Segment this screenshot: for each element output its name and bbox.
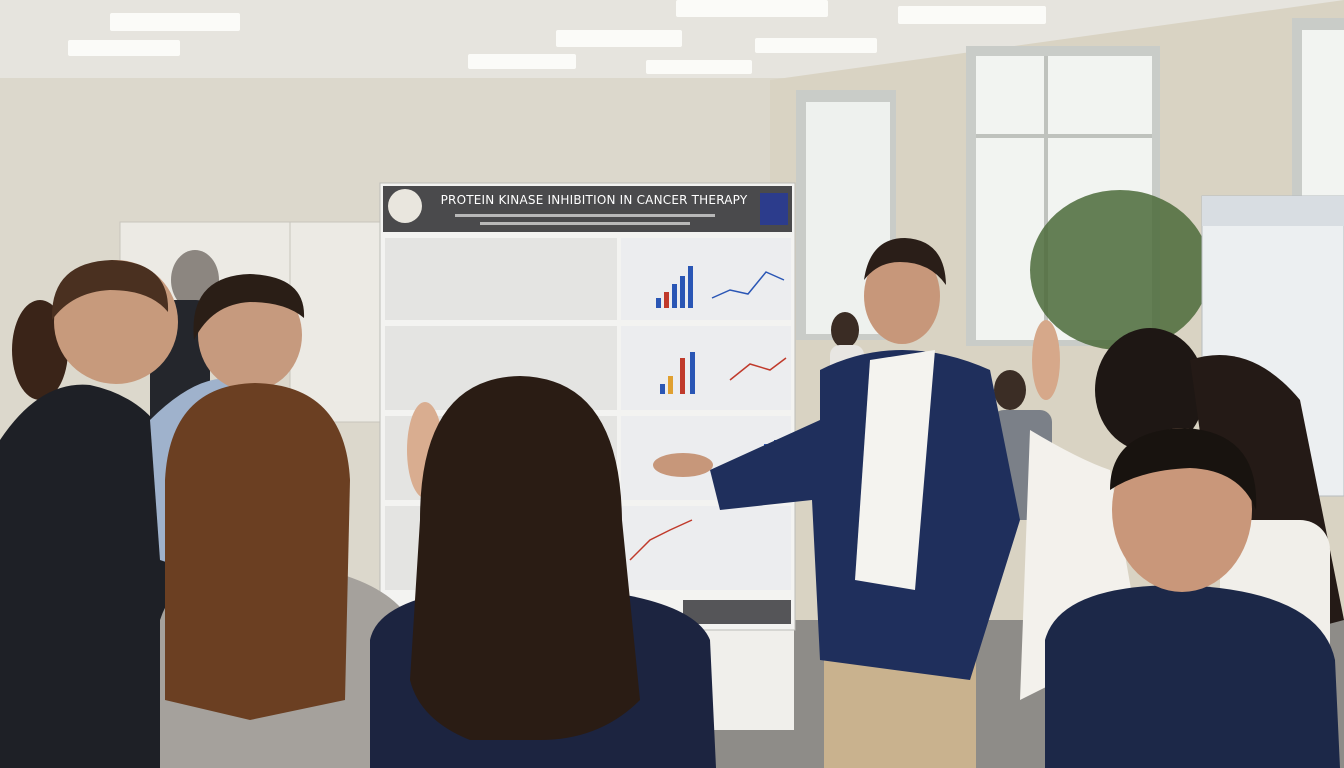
presenter-hair <box>864 238 946 285</box>
person-hair <box>193 274 305 340</box>
ceiling-light <box>676 0 828 17</box>
presenter-head <box>864 248 940 344</box>
poster-figure-panel <box>621 238 791 320</box>
poster-bar <box>656 298 661 308</box>
poster-title: PROTEIN KINASE INHIBITION IN CANCER THER… <box>441 193 748 207</box>
poster-bar <box>690 352 695 394</box>
person-hair <box>12 300 68 400</box>
poster-bar <box>668 376 673 394</box>
ceiling-light <box>468 54 576 69</box>
person-hair <box>51 260 169 320</box>
poster-text-panel <box>385 238 617 320</box>
person-suit <box>0 384 180 768</box>
poster-logo <box>388 189 422 223</box>
person-hair <box>410 376 640 740</box>
person-head <box>994 370 1026 410</box>
poster-line <box>711 271 785 299</box>
ceiling-light <box>68 40 180 56</box>
poster-footer <box>683 600 791 624</box>
poster-authors <box>455 214 715 217</box>
ceiling-light <box>898 6 1046 24</box>
raised-hand <box>1032 320 1060 400</box>
poster-line <box>729 357 787 381</box>
presenter-shirt <box>855 350 935 590</box>
poster-figure-panel <box>621 506 791 590</box>
poster-bar <box>660 384 665 394</box>
plant <box>1030 190 1210 350</box>
person-hair <box>1110 428 1257 510</box>
background-poster <box>289 221 381 423</box>
poster-bar <box>664 292 669 308</box>
poster-bar <box>680 358 685 394</box>
poster-line <box>629 519 693 561</box>
person-hair <box>1095 328 1205 452</box>
poster-bar <box>672 284 677 308</box>
poster-bar <box>688 266 693 308</box>
person-jacket <box>1045 585 1340 768</box>
person-hair <box>165 383 350 720</box>
ceiling-light <box>556 30 682 47</box>
ceiling-light <box>110 13 240 31</box>
ceiling-light <box>646 60 752 74</box>
person-head <box>831 312 859 348</box>
poster-affiliation <box>480 222 690 225</box>
ceiling-light <box>755 38 877 53</box>
poster-logo <box>760 193 788 225</box>
presenter-hand <box>653 453 713 477</box>
poster-bar <box>680 276 685 308</box>
background-poster-header <box>1202 196 1344 226</box>
